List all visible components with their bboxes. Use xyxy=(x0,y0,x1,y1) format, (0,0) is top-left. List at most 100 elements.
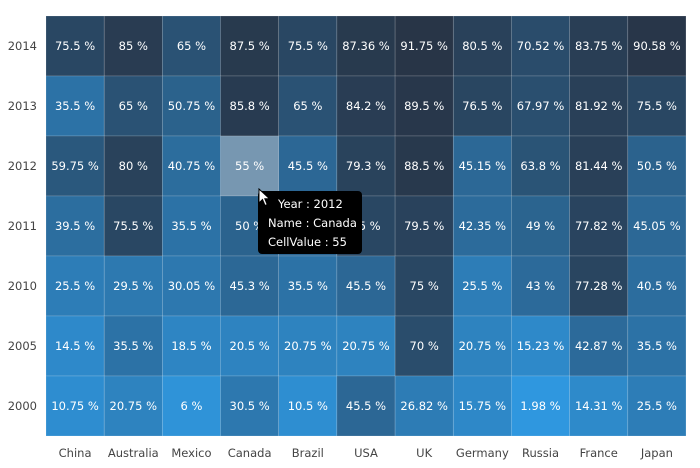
heatmap-cell[interactable] xyxy=(569,75,629,137)
cell-label: 45.3 % xyxy=(230,279,270,293)
cell-label: 20.75 % xyxy=(284,339,332,353)
heatmap-cell[interactable] xyxy=(103,75,163,137)
heatmap-cell[interactable] xyxy=(336,255,396,317)
cell-label: 67.97 % xyxy=(517,99,565,113)
heatmap-cell[interactable] xyxy=(162,75,221,137)
cell-label: 14.31 % xyxy=(575,399,623,413)
heatmap-cell[interactable] xyxy=(103,315,163,377)
heatmap-cell[interactable] xyxy=(627,315,687,377)
heatmap-cell[interactable] xyxy=(511,75,570,137)
heatmap-cell[interactable] xyxy=(511,375,570,437)
heatmap-cell[interactable] xyxy=(569,375,629,437)
x-tick-label: Germany xyxy=(456,446,509,460)
heatmap-cell[interactable] xyxy=(336,135,396,197)
cell-label: 20.75 % xyxy=(342,339,390,353)
heatmap-cell[interactable] xyxy=(162,15,221,77)
heatmap-cell[interactable] xyxy=(569,255,629,317)
heatmap-cell[interactable] xyxy=(103,255,163,317)
heatmap-cell[interactable] xyxy=(336,15,396,77)
cell-label: 45.05 % xyxy=(633,219,681,233)
heatmap-cell[interactable] xyxy=(511,195,570,257)
tooltip-year: Year : 2012 xyxy=(278,197,343,211)
heatmap-cell[interactable] xyxy=(569,15,629,77)
cell-label: 6 % xyxy=(180,399,202,413)
cell-label: 75 % xyxy=(410,279,439,293)
heatmap-cell[interactable] xyxy=(278,375,338,437)
heatmap-cell[interactable] xyxy=(278,15,338,77)
cell-label: 25.5 % xyxy=(55,279,95,293)
heatmap-cell[interactable] xyxy=(220,15,280,77)
mouse-cursor-icon xyxy=(258,188,271,207)
cell-label: 91.75 % xyxy=(400,39,448,53)
cell-label: 75.5 % xyxy=(288,39,328,53)
x-tick-label: Mexico xyxy=(171,446,211,460)
heatmap-cell[interactable] xyxy=(394,135,454,197)
heatmap-cell[interactable] xyxy=(220,255,280,317)
heatmap-cell[interactable] xyxy=(336,75,396,137)
heatmap-cell[interactable] xyxy=(511,315,570,377)
x-tick-label: France xyxy=(580,446,618,460)
heatmap-cell[interactable] xyxy=(162,135,221,197)
heatmap-cell[interactable] xyxy=(45,135,105,197)
heatmap-cell[interactable] xyxy=(452,375,512,437)
heatmap-cell[interactable] xyxy=(162,195,221,257)
heatmap-cell[interactable] xyxy=(278,75,338,137)
tooltip: Year : 2012 Name : Canada CellValue : 55 xyxy=(258,191,362,254)
heatmap-cell[interactable] xyxy=(511,255,570,317)
cell-label: 77.82 % xyxy=(575,219,623,233)
heatmap-cell[interactable] xyxy=(627,15,687,77)
heatmap-cell[interactable] xyxy=(452,75,512,137)
heatmap-cell-labels: 75.5 % 85 % 65 % 87.5 % 75.5 % 87.36 % 91.75 %… xyxy=(51,39,680,413)
heatmap-cell[interactable] xyxy=(162,375,221,437)
heatmap-cell[interactable] xyxy=(45,315,105,377)
cell-label: 20.5 % xyxy=(230,339,270,353)
cell-label: 45.15 % xyxy=(459,159,507,173)
heatmap-cell[interactable] xyxy=(394,195,454,257)
cell-label: 84.2 % xyxy=(346,99,386,113)
heatmap-cell[interactable] xyxy=(103,195,163,257)
heatmap-cell[interactable] xyxy=(45,375,105,437)
cell-label: 15.23 % xyxy=(517,339,565,353)
heatmap-cell[interactable] xyxy=(220,375,280,437)
heatmap-cell[interactable] xyxy=(627,255,687,317)
heatmap-cell[interactable] xyxy=(452,15,512,77)
heatmap-cell[interactable] xyxy=(103,375,163,437)
heatmap-cell[interactable] xyxy=(278,255,338,317)
cell-label: 87.36 % xyxy=(342,39,390,53)
y-tick-label: 2000 xyxy=(8,399,37,413)
cell-label: 15.75 % xyxy=(459,399,507,413)
heatmap-cell[interactable] xyxy=(103,15,163,77)
heatmap-cell[interactable] xyxy=(627,135,687,197)
heatmap-cell[interactable] xyxy=(336,375,396,437)
heatmap-cell[interactable] xyxy=(511,135,570,197)
cell-label: 35.5 % xyxy=(288,279,328,293)
cell-label: 65 % xyxy=(177,39,206,53)
cell-label: 88.5 % xyxy=(404,159,444,173)
heatmap-cell[interactable] xyxy=(627,195,687,257)
heatmap-cell[interactable] xyxy=(278,135,338,197)
heatmap-cell[interactable] xyxy=(220,75,280,137)
y-tick-label: 2014 xyxy=(8,39,37,53)
heatmap-cell[interactable] xyxy=(45,255,105,317)
cell-label: 85.8 % xyxy=(230,99,270,113)
cell-label: 50.5 % xyxy=(637,159,677,173)
x-tick-label: Japan xyxy=(640,446,673,460)
cell-label: 50.75 % xyxy=(168,99,216,113)
heatmap-cell[interactable] xyxy=(627,375,687,437)
heatmap-cell[interactable] xyxy=(627,75,687,137)
heatmap-cell[interactable] xyxy=(162,255,221,317)
heatmap-cell[interactable] xyxy=(394,255,454,317)
heatmap-cell[interactable] xyxy=(394,75,454,137)
cell-label: 42.35 % xyxy=(459,219,507,233)
heatmap-cell[interactable] xyxy=(45,15,105,77)
heatmap-cell[interactable] xyxy=(220,315,280,377)
cell-label: 18.5 % xyxy=(171,339,211,353)
x-tick-label: Canada xyxy=(228,446,272,460)
tooltip-name: Name : Canada xyxy=(268,216,357,230)
cell-label: 1.98 % xyxy=(520,399,560,413)
heatmap-cell[interactable] xyxy=(569,195,629,257)
heatmap-cell[interactable] xyxy=(394,375,454,437)
cell-label: 40.5 % xyxy=(637,279,677,293)
heatmap-cell[interactable] xyxy=(336,315,396,377)
heatmap-cell[interactable] xyxy=(45,75,105,137)
